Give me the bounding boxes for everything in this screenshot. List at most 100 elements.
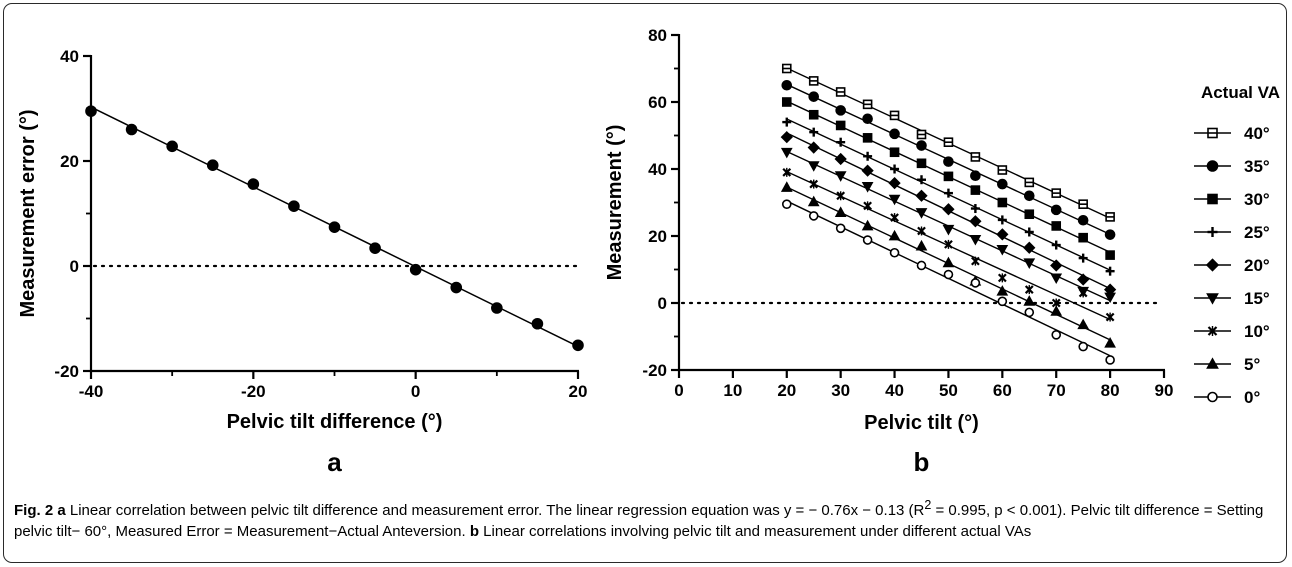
panel-b-point <box>862 133 873 143</box>
panel-b-y-tick-label: 20 <box>648 227 667 246</box>
caption-part-a-text2: = 0.995, p < 0.001). Pelvic tilt differe… <box>14 502 1264 540</box>
caption-part-a-text: Linear correlation between pelvic tilt d… <box>69 502 925 519</box>
caption-part-b-text: Linear correlations involving pelvic til… <box>483 523 1032 540</box>
panel-a-x-tick-label: -20 <box>241 382 266 401</box>
panel-b-point <box>997 296 1008 307</box>
panel-b-point <box>1051 240 1061 250</box>
panel-a-panel-label: a <box>327 447 342 477</box>
panel-b-point <box>997 215 1007 225</box>
panel-b-y-axis-label: Measurement (°) <box>604 125 626 281</box>
panel-b-point <box>1078 199 1088 209</box>
panel-a-point <box>409 263 422 276</box>
panel-b-point <box>1104 337 1116 348</box>
panel-b-point <box>1078 232 1088 243</box>
panel-b-point <box>942 203 955 216</box>
panel-b-point <box>1024 177 1035 188</box>
panel-b-point <box>807 161 820 172</box>
panel-b-x-tick-label: 60 <box>993 381 1012 400</box>
panel-b-point <box>889 247 900 258</box>
panel-b-x-tick-label: 50 <box>939 381 958 400</box>
panel-b-point <box>835 105 846 116</box>
panel-b-point <box>861 219 874 231</box>
panel-b-point <box>1105 266 1115 276</box>
panel-a-x-tick-label: 20 <box>569 382 588 401</box>
panel-b-point <box>782 167 792 177</box>
panel-b-point <box>1077 318 1090 330</box>
panel-b-point <box>970 278 981 288</box>
panel-b-point <box>942 224 955 236</box>
panel-a-y-tick-label: 20 <box>60 152 79 171</box>
panel-b-point <box>809 179 819 189</box>
panel-b-point <box>915 239 928 251</box>
panel-b-point <box>997 178 1008 190</box>
panel-b-point <box>1105 212 1115 222</box>
panel-a-x-tick-label: -40 <box>79 382 104 401</box>
panel-b-point <box>942 256 955 268</box>
panel-b-point <box>1024 307 1035 318</box>
panel-b-point <box>917 175 926 185</box>
panel-b-point <box>1051 330 1062 340</box>
caption-part-a-label: a <box>57 502 66 519</box>
panel-b-point <box>888 194 901 206</box>
legend-label: 0° <box>1244 388 1260 407</box>
panel-a-y-axis-label: Measurement error (°) <box>17 109 39 317</box>
legend-marker <box>1206 357 1219 369</box>
legend-marker <box>1207 227 1218 237</box>
panel-b-x-tick-label: 0 <box>674 381 683 400</box>
panel-a-point <box>369 242 381 254</box>
panel-b-point <box>1051 188 1062 198</box>
panel-a-point <box>531 317 544 330</box>
panel-a-point <box>491 302 503 314</box>
panel-b-x-tick-label: 70 <box>1047 381 1066 400</box>
panel-b-point <box>917 226 926 236</box>
legend-marker <box>1207 127 1218 139</box>
panel-b-point <box>915 189 928 202</box>
panel-b-x-tick-label: 10 <box>723 381 742 400</box>
panel-b-point <box>1024 227 1034 237</box>
panel-a-point <box>125 123 138 136</box>
panel-b-x-tick-label: 40 <box>885 381 904 400</box>
panel-b-point <box>1050 305 1063 316</box>
panel-b-point <box>862 113 873 125</box>
legend-marker <box>1206 293 1219 305</box>
panel-b-point <box>781 79 793 91</box>
panel-b-point <box>944 239 953 249</box>
panel-b-point <box>835 87 846 97</box>
panel-b-point <box>996 245 1009 256</box>
panel-b-x-axis-label: Pelvic tilt (°) <box>864 412 979 434</box>
legend-label: 10° <box>1244 322 1270 341</box>
panel-b-point <box>943 156 954 167</box>
legend-label: 35° <box>1244 157 1270 176</box>
panel-b-point <box>1024 285 1034 295</box>
panel-b-point <box>835 223 846 234</box>
panel-b-point <box>916 129 927 140</box>
caption-part-b-label: b <box>469 523 479 540</box>
panel-a-point <box>450 281 463 294</box>
panel-b-point <box>888 229 901 241</box>
panel-a-point <box>328 221 341 233</box>
panel-b-point <box>862 99 873 110</box>
panel-b-point <box>943 171 954 182</box>
panel-b-point <box>890 164 900 174</box>
panel-b-point <box>1078 341 1088 352</box>
panel-b-point <box>808 211 819 221</box>
panel-b-point <box>863 201 872 211</box>
legend-label: 25° <box>1244 223 1270 242</box>
panel-b-point <box>890 213 899 223</box>
panel-b-y-tick-label: 80 <box>648 26 667 45</box>
panel-b-point <box>889 128 900 140</box>
legend-marker <box>1207 193 1218 205</box>
panel-b-point <box>808 76 819 86</box>
panel-b-point <box>808 109 819 120</box>
legend-label: 30° <box>1244 190 1270 209</box>
panel-b-point <box>836 137 846 147</box>
panel-b-point <box>1023 295 1036 306</box>
panel-b-point <box>780 131 793 144</box>
panel-b-point <box>970 204 980 214</box>
legend-label: 15° <box>1244 289 1270 308</box>
panel-b-point <box>889 147 900 158</box>
panel-b-x-tick-label: 90 <box>1155 381 1174 400</box>
panel-b-point <box>1023 241 1036 254</box>
legend-marker <box>1207 391 1218 403</box>
